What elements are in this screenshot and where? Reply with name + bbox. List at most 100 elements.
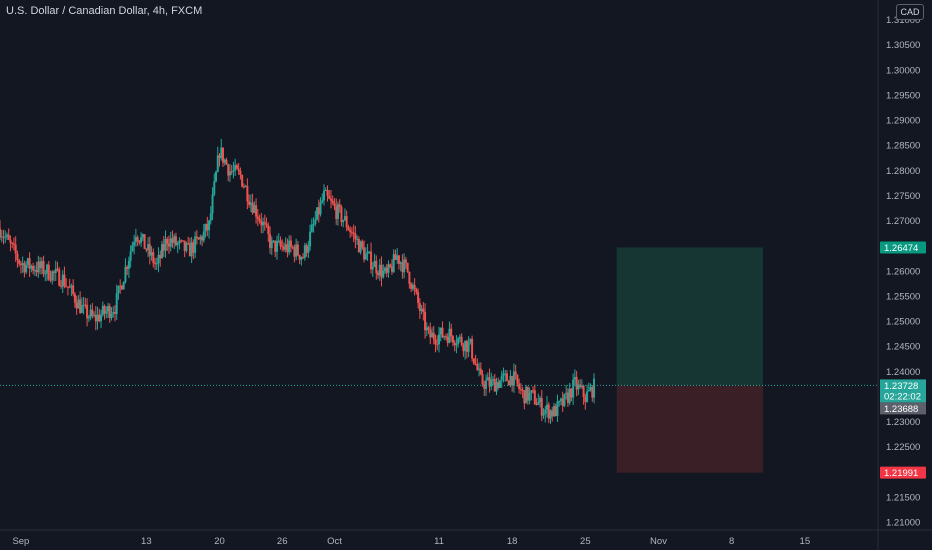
candle-body <box>403 259 406 273</box>
candle-body <box>188 243 191 257</box>
candle-body <box>528 392 531 401</box>
candle-body <box>478 368 481 370</box>
candle-body <box>568 388 571 403</box>
candle-body <box>242 186 245 188</box>
candle-body <box>392 254 395 272</box>
candle-body <box>26 258 29 265</box>
candle-body <box>110 313 113 318</box>
loss-zone <box>616 385 764 473</box>
candle-body <box>544 409 547 414</box>
candle-body <box>39 261 42 269</box>
candle-body <box>101 305 104 315</box>
candle-body <box>61 274 64 287</box>
candle-body <box>86 304 89 319</box>
candle-body <box>291 246 294 248</box>
candle-body <box>56 268 59 270</box>
candle-body <box>195 236 198 238</box>
candle-body <box>30 265 33 269</box>
candle-body <box>162 244 165 251</box>
candle-body <box>84 304 87 306</box>
candle-body <box>94 315 97 322</box>
candle-body <box>159 254 162 259</box>
candle-body <box>591 387 594 398</box>
candle-body <box>418 303 421 312</box>
candle-body <box>438 334 440 345</box>
candle-body <box>356 238 359 240</box>
candle-body <box>173 236 176 243</box>
candle-body <box>542 413 545 416</box>
candle-body <box>572 379 575 398</box>
candle-body <box>558 401 561 403</box>
candle-body <box>364 254 367 260</box>
candle-body <box>587 390 590 392</box>
candle-body <box>467 342 470 352</box>
candle-body <box>204 223 207 232</box>
candle-body <box>0 228 1 238</box>
candle-body <box>343 216 346 221</box>
candle-body <box>490 380 493 387</box>
candle-body <box>474 363 477 365</box>
candle-body <box>532 390 535 392</box>
candle-body <box>237 168 240 172</box>
price-tick-label: 1.25500 <box>886 291 920 302</box>
candle-body <box>112 312 115 314</box>
time-tick-label: Sep <box>12 536 29 547</box>
candle-body <box>136 237 139 241</box>
candle-body <box>218 155 221 159</box>
candle-body <box>194 236 197 253</box>
candle-body <box>586 391 589 402</box>
price-axis[interactable]: 1.31000 1.30500 1.30000 1.29500 1.29000 1.285… <box>886 15 920 528</box>
price-tick-label: 1.23000 <box>886 417 920 428</box>
candle-body <box>298 255 301 260</box>
candle-body <box>154 263 157 265</box>
time-axis[interactable]: Sep 13 20 26 Oct 11 18 25 Nov 8 15 <box>12 536 810 547</box>
candle-body <box>312 223 315 225</box>
candle-body <box>75 302 78 309</box>
candle-body <box>260 220 263 226</box>
current-price-label: 1.23728 <box>884 381 918 392</box>
currency-badge[interactable]: CAD <box>896 4 924 20</box>
candle-body <box>589 387 592 391</box>
candle-body <box>293 247 296 257</box>
candle-body <box>377 273 380 276</box>
candle-body <box>16 253 19 261</box>
candle-body <box>397 255 400 264</box>
candle-body <box>455 343 458 346</box>
candle-body <box>511 376 514 386</box>
candle-body <box>42 261 45 274</box>
candle-body <box>485 380 488 389</box>
position-zones[interactable] <box>616 247 764 473</box>
candle-body <box>216 155 219 172</box>
price-tick-label: 1.27000 <box>886 216 920 227</box>
candle-body <box>295 244 298 257</box>
candle-body <box>70 285 73 288</box>
candle-body <box>208 220 211 231</box>
time-tick-label: 15 <box>800 536 811 547</box>
candle-body <box>483 384 486 389</box>
candle-body <box>537 402 540 405</box>
candle-body <box>363 247 366 260</box>
candle-body <box>296 244 299 256</box>
candle-body <box>498 380 501 388</box>
candle-body <box>551 410 554 417</box>
candle-body <box>58 269 61 286</box>
candle-body <box>382 270 385 278</box>
candle-body <box>279 240 282 247</box>
time-tick-label: 13 <box>141 536 152 547</box>
candle-body <box>120 285 123 290</box>
candle-body <box>138 240 141 243</box>
candle-body <box>539 398 542 403</box>
time-tick-label: 8 <box>729 536 734 547</box>
candle-body <box>465 340 468 352</box>
candle-body <box>105 311 108 314</box>
candle-body <box>317 207 320 215</box>
candle-body <box>131 245 134 252</box>
candle-body <box>215 171 218 182</box>
candle-body <box>323 190 326 201</box>
candle-body <box>213 181 216 195</box>
candle-body <box>422 308 425 312</box>
candle-body <box>113 312 116 314</box>
candle-body <box>425 327 428 331</box>
candle-body <box>408 271 411 284</box>
